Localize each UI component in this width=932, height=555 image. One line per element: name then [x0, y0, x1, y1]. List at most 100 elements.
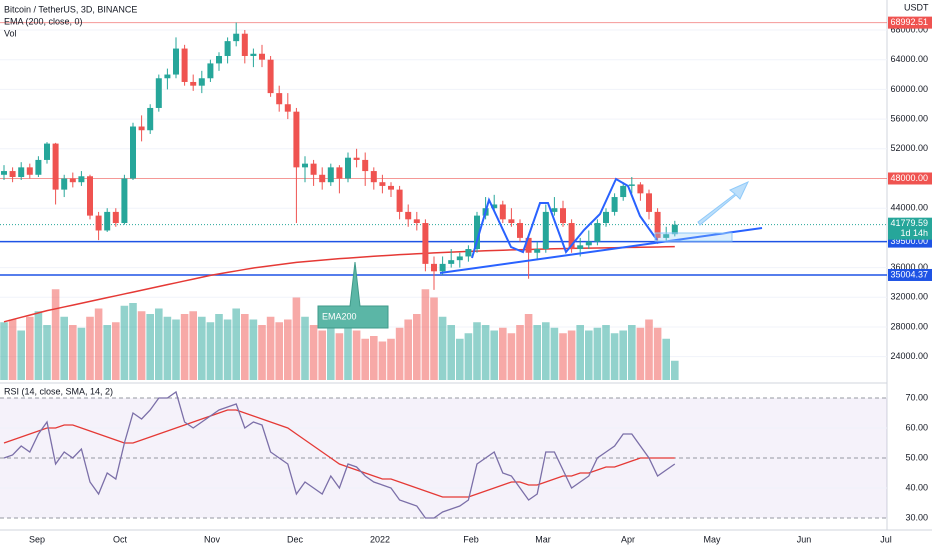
- volume-bar: [585, 330, 593, 380]
- x-tick-label: Jun: [797, 534, 812, 544]
- candle-body: [26, 167, 33, 175]
- levels: [0, 22, 887, 276]
- volume-bar: [318, 330, 326, 380]
- volume-bar: [473, 322, 481, 380]
- ema-line: [3, 245, 675, 323]
- volume-bar: [387, 338, 395, 380]
- volume-bar: [275, 322, 283, 380]
- volume-bar: [559, 333, 567, 380]
- x-tick-label: Dec: [287, 534, 304, 544]
- candle-body: [69, 178, 76, 183]
- volume-bar: [653, 327, 662, 380]
- volume-bar: [610, 333, 619, 380]
- volume-bar: [60, 316, 68, 380]
- volume-bar: [619, 330, 627, 380]
- volume-bar: [112, 322, 120, 380]
- volume-bar: [576, 325, 584, 380]
- volume-bar: [671, 360, 679, 380]
- y-tick-label: 52000.00: [890, 143, 928, 153]
- candle-body: [560, 208, 566, 224]
- candle-body: [35, 159, 42, 175]
- volume-bar: [215, 314, 223, 380]
- candle-body: [671, 224, 678, 235]
- candle-body: [568, 223, 575, 250]
- candle-body: [173, 48, 179, 75]
- volume-bar: [636, 327, 645, 380]
- level-label: 35004.37: [890, 269, 928, 279]
- volume-bar: [198, 316, 206, 380]
- x-tick-label: 2022: [370, 534, 390, 544]
- rsi-title: RSI (14, close, SMA, 14, 2): [4, 386, 113, 396]
- y-tick-label: 60000.00: [890, 84, 928, 94]
- candle-body: [233, 33, 240, 42]
- last-price-label: 41779.59: [890, 218, 928, 228]
- volume-bar: [232, 308, 240, 380]
- candle-body: [78, 176, 85, 183]
- volume-bar: [395, 327, 404, 380]
- y-tick-label: 44000.00: [890, 203, 928, 213]
- volume-bar: [421, 289, 430, 380]
- candle-body: [577, 245, 584, 250]
- volume-bar: [404, 319, 412, 380]
- candle-body: [327, 167, 334, 183]
- indicator-label: Vol: [4, 28, 17, 38]
- volume-bar: [378, 341, 387, 380]
- volume-bar: [481, 325, 490, 380]
- candle-body: [224, 41, 231, 56]
- arrow: [697, 180, 750, 226]
- candle-body: [190, 81, 197, 86]
- candle-body: [9, 171, 16, 178]
- volume-bar: [146, 314, 154, 380]
- rsi-tick-label: 70.00: [905, 392, 928, 402]
- candle-body: [18, 167, 25, 178]
- volume-bar: [447, 325, 455, 380]
- level-tag: [888, 16, 932, 29]
- volume-bar: [309, 325, 318, 380]
- candle-body: [95, 215, 102, 231]
- candle-body: [620, 185, 627, 198]
- candle-body: [646, 193, 652, 212]
- volume-bar: [370, 336, 378, 380]
- candle-body: [1, 171, 7, 175]
- candle-body: [413, 219, 420, 224]
- volume-bar: [266, 316, 275, 380]
- volume-bar: [137, 311, 146, 380]
- candle-body: [448, 260, 455, 264]
- volume-bar: [352, 330, 361, 380]
- volume-bar: [206, 322, 215, 380]
- candle-body: [542, 211, 549, 250]
- volume-bar: [335, 333, 344, 380]
- candle-body: [130, 126, 136, 179]
- candle-body: [216, 55, 222, 64]
- volume-bar: [464, 333, 473, 380]
- candle-body: [362, 159, 369, 172]
- candle-body: [104, 211, 111, 231]
- rsi-tick-label: 40.00: [905, 482, 928, 492]
- volume-bar: [301, 316, 309, 380]
- axes: 24000.00 28000.00 32000.00 36000.00 44000.00…: [29, 16, 932, 544]
- volume-bar: [189, 311, 197, 380]
- candle-body: [405, 211, 412, 220]
- candle-body: [654, 211, 661, 238]
- volume-bar: [103, 325, 111, 380]
- volume-bar: [120, 305, 129, 380]
- candle-body: [663, 234, 670, 238]
- candle-body: [345, 157, 351, 179]
- y-tick-label: 32000.00: [890, 292, 928, 302]
- x-tick-label: Sep: [29, 534, 45, 544]
- candle-body: [250, 53, 257, 56]
- volume-bar: [8, 319, 17, 380]
- volume-bar: [172, 319, 180, 380]
- candle-body: [422, 223, 429, 264]
- volume-bar: [344, 325, 352, 380]
- candle-body: [551, 208, 558, 212]
- candle-body: [44, 143, 50, 160]
- candle-body: [611, 197, 618, 212]
- volume-bar: [550, 327, 559, 380]
- candle-body: [594, 223, 601, 242]
- volume-bar: [567, 330, 576, 380]
- candle-body: [310, 163, 317, 175]
- volume-bar: [490, 330, 498, 380]
- volume-bar: [628, 325, 636, 380]
- y-tick-label: 64000.00: [890, 54, 928, 64]
